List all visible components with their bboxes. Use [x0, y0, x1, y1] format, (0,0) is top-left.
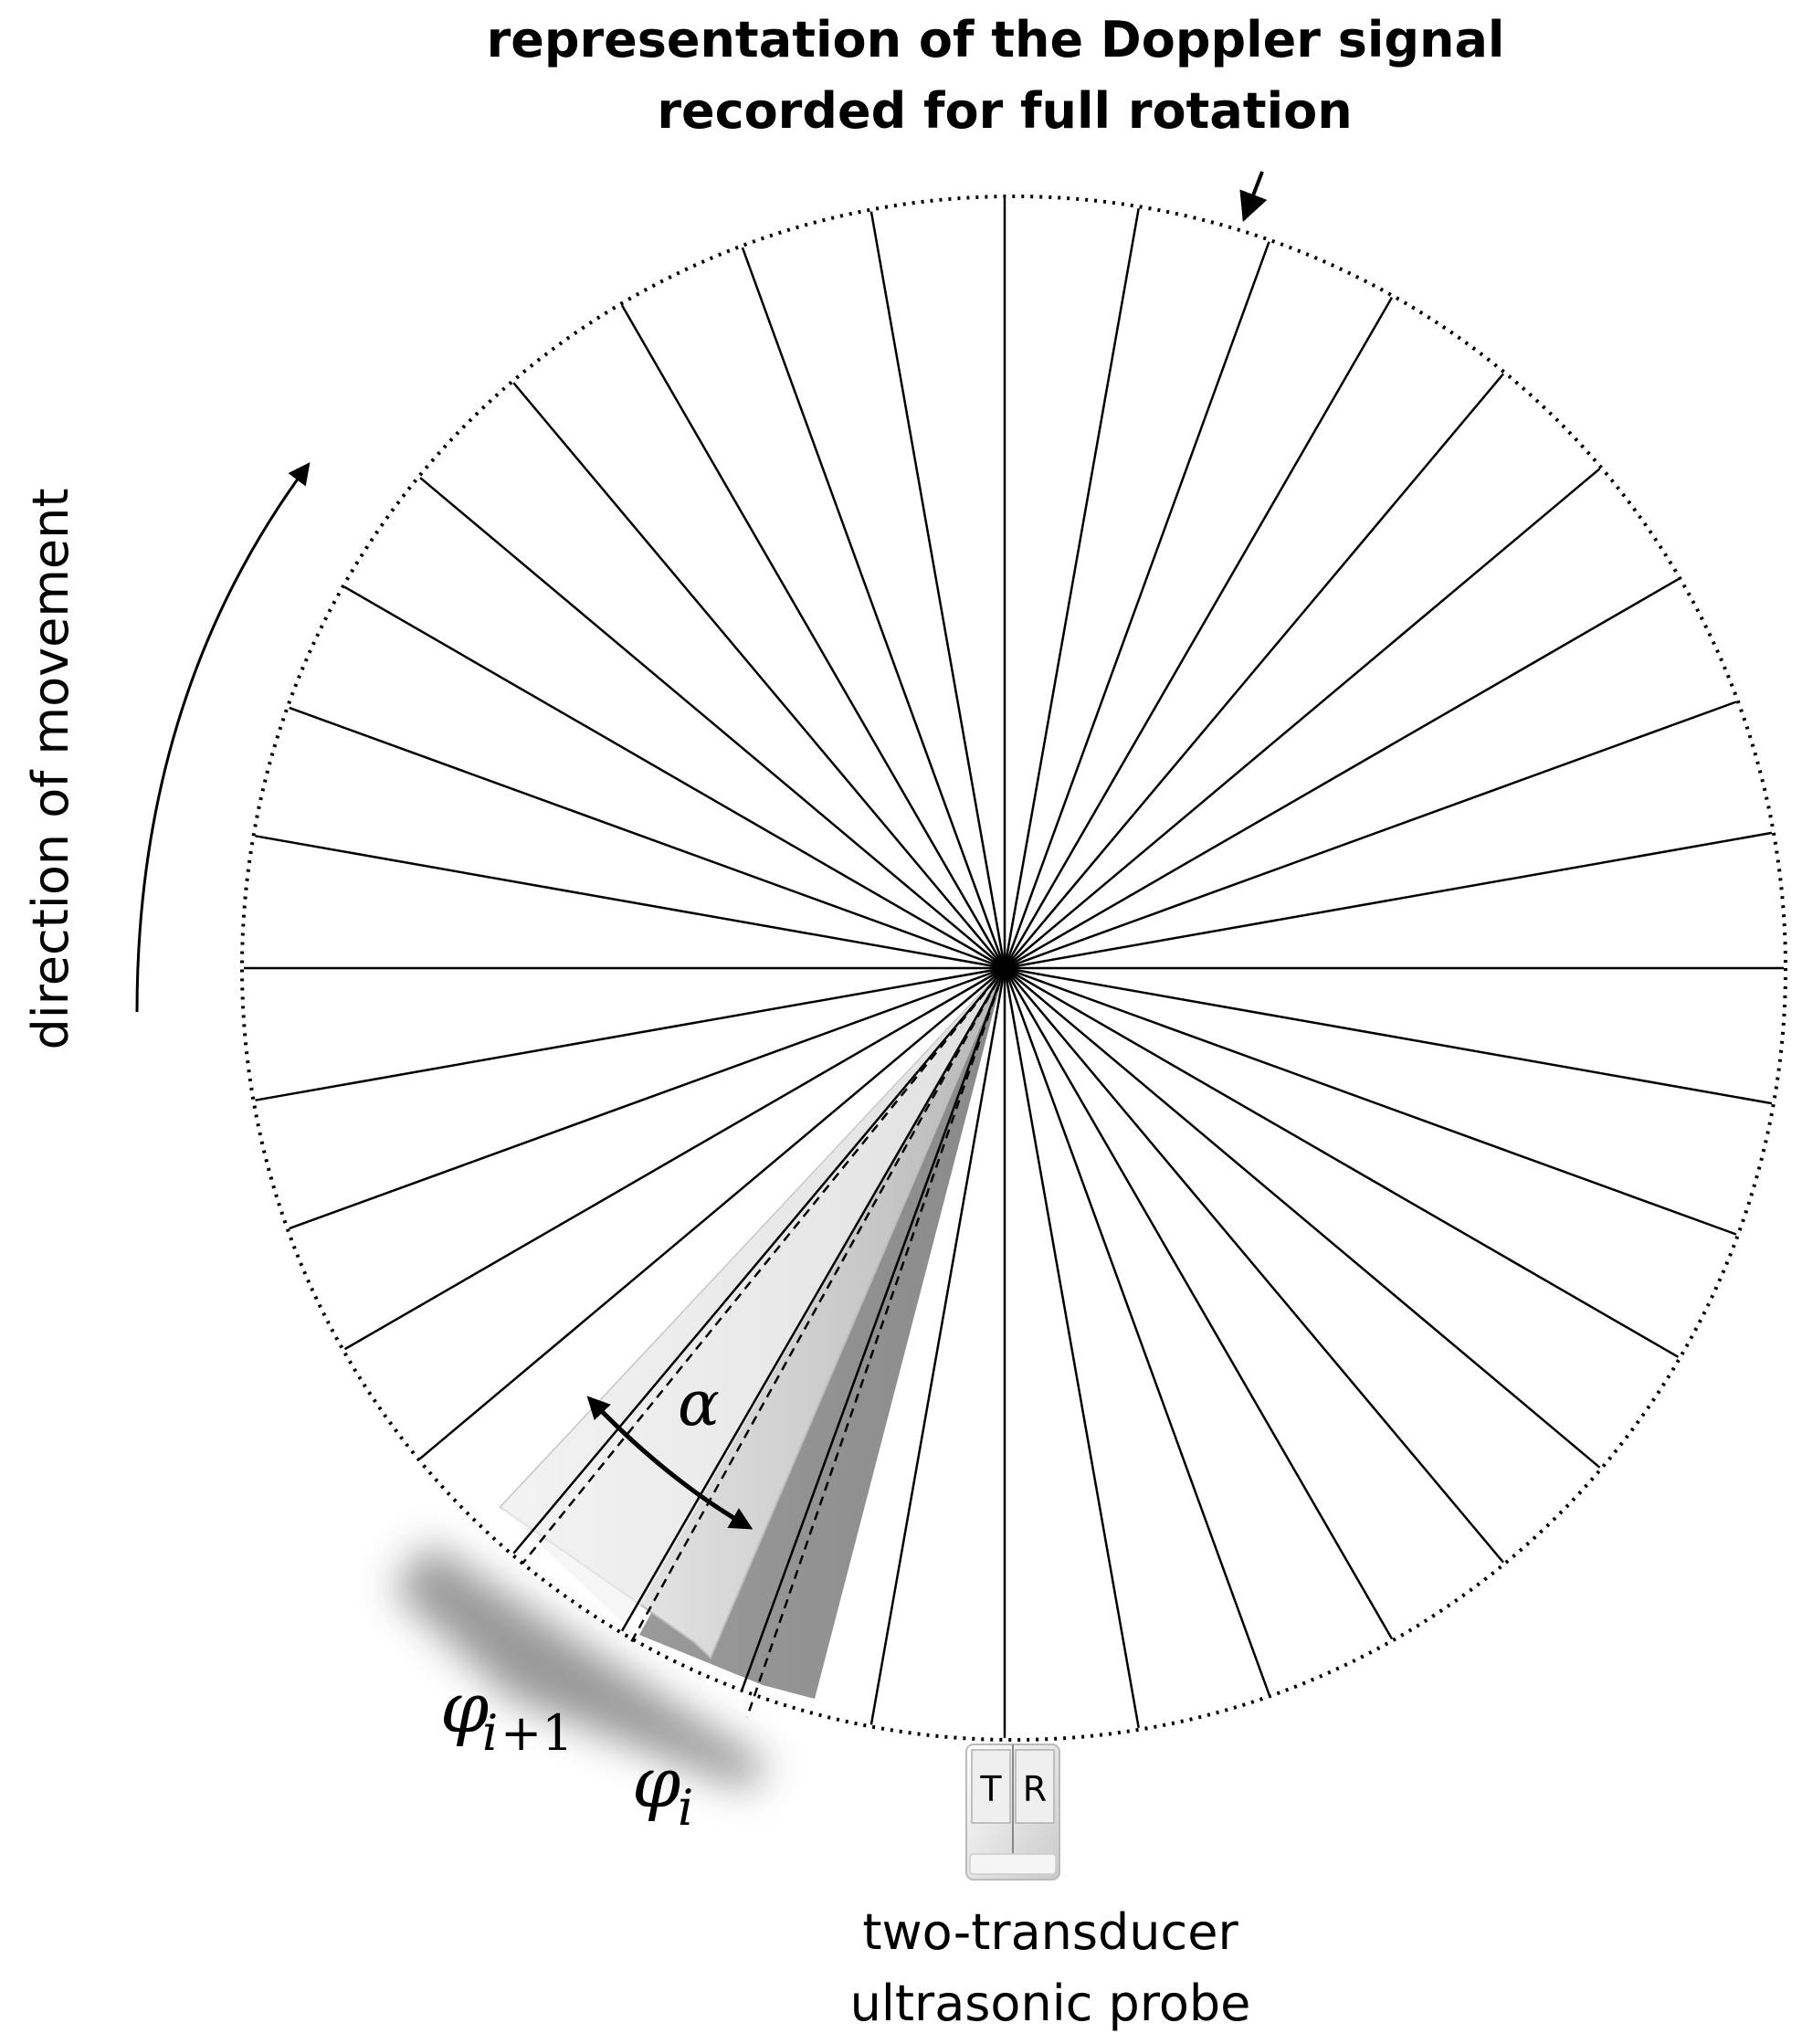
- phi-i-plus-1-symbol: φ: [440, 1667, 489, 1748]
- radial-ray: [1004, 831, 1773, 970]
- radial-ray: [1004, 701, 1737, 970]
- radial-ray: [419, 477, 1006, 969]
- radial-ray: [343, 966, 1006, 1351]
- phi-i-plus-1-sub-i: i: [482, 1704, 498, 1762]
- alpha-label: α: [678, 1368, 720, 1440]
- radial-ray: [512, 382, 1006, 969]
- title-pointer-arrow: [1239, 171, 1268, 222]
- radial-ray: [1003, 967, 1394, 1640]
- radial-ray: [620, 304, 1006, 969]
- radial-ray: [289, 706, 1006, 970]
- radial-ray: [869, 967, 1006, 1725]
- radial-ray: [1003, 967, 1270, 1695]
- radial-ray: [741, 967, 1006, 1690]
- ultrasonic-probe: T R: [965, 1744, 1060, 1881]
- dashed-line-phi-i1: [628, 967, 1006, 1645]
- radial-ray: [1004, 468, 1601, 969]
- radial-ray: [419, 967, 1006, 1459]
- radial-ray: [1003, 967, 1140, 1729]
- radial-ray: [343, 585, 1006, 970]
- probe-transducer-T: [971, 1749, 1011, 1824]
- radial-ray: [255, 966, 1006, 1101]
- phi-i-symbol: φ: [632, 1742, 680, 1823]
- radial-ray: [1004, 373, 1504, 969]
- radial-ray: [1003, 241, 1270, 969]
- radial-ray: [1004, 967, 1504, 1564]
- probe-label-line2: ultrasonic probe: [850, 1975, 1251, 2032]
- phi-i-plus-1-label: φ i +1: [440, 1667, 574, 1762]
- radial-ray: [1004, 966, 1773, 1105]
- probe-letter-T: T: [979, 1769, 1002, 1809]
- phi-i-label: φ i: [632, 1742, 693, 1837]
- direction-arrow: [135, 462, 311, 1013]
- probe-transducer-R: [1015, 1749, 1055, 1824]
- beam-shadow: [393, 1544, 767, 1790]
- dashed-line-phi-i: [745, 967, 1006, 1718]
- probe-label-line1: two-transducer: [862, 1903, 1238, 1961]
- radial-ray: [289, 966, 1006, 1230]
- probe-letter-R: R: [1023, 1769, 1047, 1809]
- radial-ray: [1004, 578, 1680, 970]
- phi-i-sub: i: [678, 1779, 693, 1837]
- radial-ray: [741, 247, 1006, 969]
- radial-ray: [1004, 966, 1680, 1358]
- diagram-title-line1: representation of the Doppler signal: [487, 11, 1505, 68]
- radial-ray: [1003, 296, 1394, 969]
- radial-ray: [1004, 966, 1737, 1236]
- radial-ray: [1003, 207, 1140, 969]
- alpha-double-arrow: [586, 1396, 753, 1530]
- rotation-circle: [240, 195, 1787, 1742]
- phi-i-plus-1-sub-rest: +1: [501, 1704, 574, 1762]
- diagram-title-line2: recorded for full rotation: [657, 82, 1352, 140]
- radial-ray: [1004, 967, 1601, 1469]
- direction-of-movement-label: direction of movement: [22, 488, 79, 1049]
- radial-ray: [869, 211, 1006, 969]
- radial-rays: [244, 198, 1784, 1738]
- radial-ray: [255, 835, 1006, 970]
